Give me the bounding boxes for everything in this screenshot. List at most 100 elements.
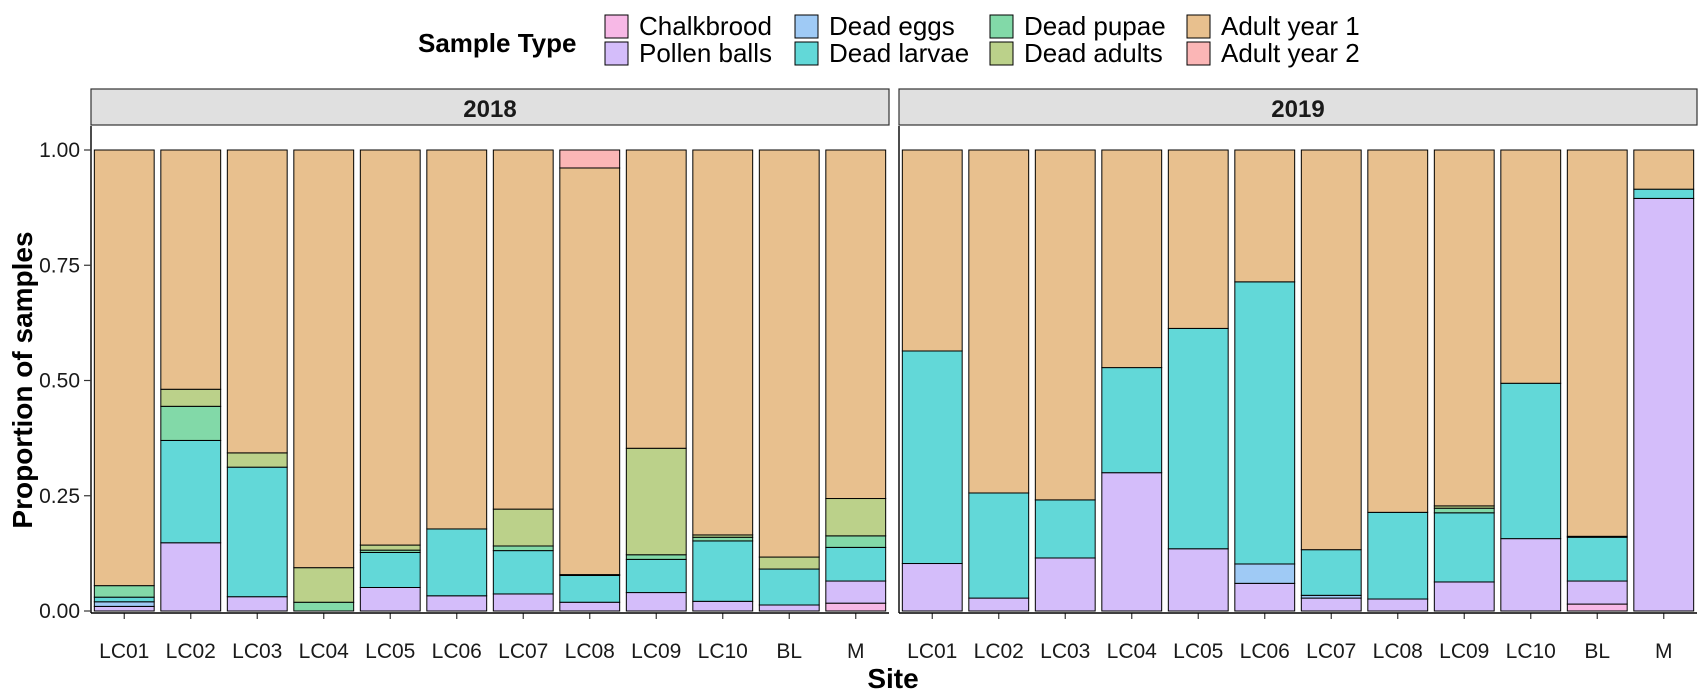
bar-segment-dead-larvae	[426, 528, 488, 597]
legend-key-dead-larvae	[794, 41, 819, 66]
bar-segment-adult-year-1	[93, 149, 155, 587]
bar-segment-dead-eggs	[1234, 563, 1296, 584]
bar-segment-adult-year-1	[1300, 149, 1362, 551]
bar-segment-dead-pupae	[93, 585, 155, 598]
bar-segment-adult-year-1	[901, 149, 963, 352]
bar-BL	[758, 149, 820, 612]
legend-key-dead-eggs	[794, 14, 819, 39]
bar-segment-dead-larvae	[1367, 511, 1429, 600]
bar-segment-dead-larvae	[1500, 382, 1562, 540]
bar-segment-adult-year-1	[293, 149, 355, 569]
bar-LC08	[559, 149, 621, 612]
x-tick-label: M	[1655, 640, 1673, 663]
bar-segment-pollen-balls	[1500, 538, 1562, 612]
legend-label-dead-pupae: Dead pupae	[1024, 11, 1166, 41]
bar-segment-adult-year-1	[1101, 149, 1163, 369]
x-tick-label: LC09	[631, 640, 681, 663]
bar-segment-pollen-balls	[1566, 580, 1628, 605]
x-tick-label: BL	[776, 640, 802, 663]
bar-segment-adult-year-1	[1367, 149, 1429, 513]
bar-segment-adult-year-1	[1566, 149, 1628, 537]
x-tick-label: LC08	[565, 640, 615, 663]
bar-segment-dead-larvae	[1101, 367, 1163, 474]
x-tick-label: LC05	[1173, 640, 1223, 663]
bar-segment-pollen-balls	[1034, 557, 1096, 612]
legend-label-adult-year-1: Adult year 1	[1221, 11, 1360, 41]
bar-segment-dead-adults	[625, 447, 687, 556]
legend-label-pollen-balls: Pollen balls	[639, 38, 772, 68]
bar-segment-dead-larvae	[359, 551, 421, 588]
bar-LC07	[1300, 149, 1362, 612]
y-tick-label: 0.50	[39, 370, 80, 393]
bar-segment-dead-pupae	[692, 536, 754, 542]
bar-segment-dead-adults	[293, 567, 355, 603]
bar-segment-pollen-balls	[1101, 472, 1163, 612]
bar-segment-dead-larvae	[1234, 281, 1296, 565]
bar-segment-adult-year-1	[1500, 149, 1562, 384]
legend-key-dead-pupae	[989, 14, 1014, 39]
y-tick-label: 1.00	[39, 139, 80, 162]
bar-segment-dead-adults	[758, 556, 820, 570]
bar-segment-dead-adults	[359, 544, 421, 551]
bar-segment-adult-year-1	[1234, 149, 1296, 283]
bar-segment-dead-larvae	[625, 558, 687, 594]
bar-segment-dead-larvae	[226, 466, 288, 598]
bar-BL	[1566, 149, 1628, 612]
x-tick-label: M	[847, 640, 865, 663]
y-axis: 0.00 0.25 0.50 0.75 1.00	[39, 139, 91, 623]
bar-segment-chalkbrood	[825, 602, 887, 612]
bar-segment-dead-pupae	[293, 601, 355, 612]
bar-LC06	[426, 149, 488, 612]
bar-segment-adult-year-1	[825, 149, 887, 500]
bar-segment-dead-larvae	[1633, 188, 1695, 199]
facet-strip	[90, 88, 890, 126]
y-tick-label: 0.75	[39, 254, 80, 277]
bar-segment-dead-larvae	[160, 439, 222, 544]
legend-key-dead-adults	[989, 41, 1014, 66]
bar-LC01	[93, 149, 155, 612]
bar-segment-pollen-balls	[359, 586, 421, 612]
bar-segment-dead-adults	[492, 508, 554, 547]
bar-segment-dead-larvae	[492, 550, 554, 595]
x-tick-label: LC08	[1373, 640, 1423, 663]
y-axis-title: Proportion of samples	[7, 231, 38, 528]
bar-segment-pollen-balls	[93, 605, 155, 612]
bar-LC03	[1034, 149, 1096, 612]
bar-segment-dead-adults	[226, 452, 288, 468]
bar-segment-dead-larvae	[1433, 512, 1495, 583]
bar-segment-pollen-balls	[758, 604, 820, 612]
bar-LC05	[359, 149, 421, 612]
facet-strip-label: 2019	[1271, 96, 1324, 123]
x-tick-label: LC06	[432, 640, 482, 663]
bar-segment-pollen-balls	[1300, 597, 1362, 612]
x-tick-label: LC06	[1240, 640, 1290, 663]
bar-segment-dead-pupae	[492, 545, 554, 552]
bar-segment-dead-larvae	[1034, 499, 1096, 559]
bar-segment-dead-larvae	[758, 568, 820, 606]
bar-segment-pollen-balls	[1167, 548, 1229, 612]
bar-LC09	[1433, 149, 1495, 612]
bar-segment-dead-adults	[160, 388, 222, 407]
bar-LC02	[968, 149, 1030, 612]
x-tick-label: LC05	[365, 640, 415, 663]
x-tick-label: LC01	[99, 640, 149, 663]
bar-segment-chalkbrood	[1566, 603, 1628, 612]
bar-segment-dead-pupae	[160, 405, 222, 441]
bar-LC04	[1101, 149, 1163, 612]
bar-segment-dead-larvae	[1566, 536, 1628, 582]
x-tick-label: LC10	[698, 640, 748, 663]
bar-segment-pollen-balls	[692, 600, 754, 612]
bar-segment-pollen-balls	[825, 580, 887, 604]
bar-segment-dead-larvae	[559, 575, 621, 603]
facet-strip	[898, 88, 1698, 126]
legend-key-adult-year-1	[1186, 14, 1211, 39]
panel-2018: 2018 LC01 LC02 LC03 LC04 LC05 LC06 LC07 LC08 LC09…	[90, 88, 890, 663]
bar-LC08	[1367, 149, 1429, 612]
bar-segment-dead-larvae	[93, 596, 155, 603]
bar-segment-adult-year-2	[559, 149, 621, 169]
bar-segment-dead-pupae	[1433, 507, 1495, 514]
x-tick-label: LC10	[1506, 640, 1556, 663]
bar-segment-adult-year-1	[758, 149, 820, 558]
